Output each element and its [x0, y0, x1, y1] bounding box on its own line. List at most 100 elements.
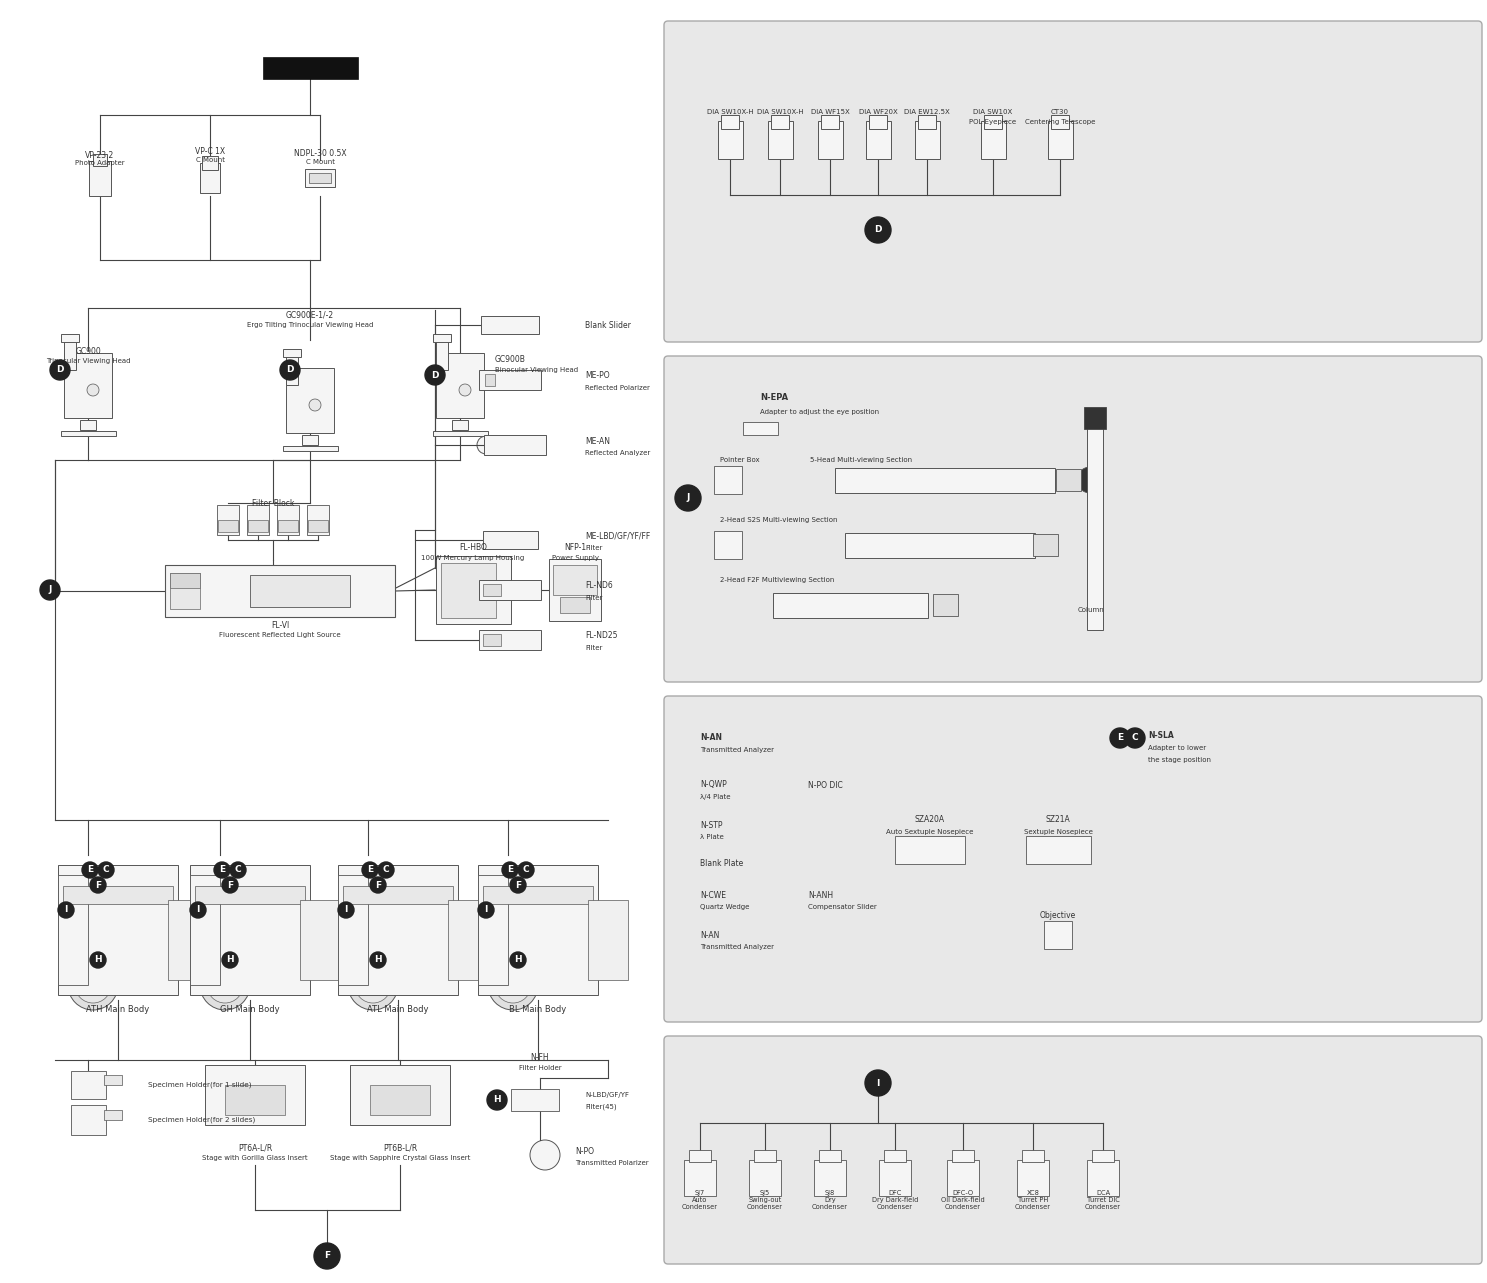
- Text: FL-VI: FL-VI: [271, 621, 288, 630]
- Text: Ergo Tilting Trinocular Viewing Head: Ergo Tilting Trinocular Viewing Head: [247, 322, 373, 328]
- Bar: [479, 580, 541, 600]
- FancyBboxPatch shape: [665, 695, 1483, 1023]
- Circle shape: [190, 902, 207, 919]
- Bar: [248, 520, 268, 532]
- Text: Stage with Gorilla Glass Insert: Stage with Gorilla Glass Insert: [202, 1155, 308, 1161]
- Text: C: C: [523, 866, 529, 875]
- Text: N-AN: N-AN: [700, 930, 720, 939]
- Bar: [205, 1065, 305, 1125]
- Text: NDPL-30 0.5X: NDPL-30 0.5X: [294, 149, 346, 158]
- Bar: [483, 584, 501, 597]
- Bar: [895, 837, 965, 863]
- Bar: [482, 531, 537, 549]
- Text: GC900E-1/-2: GC900E-1/-2: [286, 310, 335, 319]
- Circle shape: [210, 580, 220, 590]
- Bar: [195, 887, 305, 905]
- Bar: [483, 634, 501, 647]
- Circle shape: [82, 862, 98, 878]
- Circle shape: [459, 384, 471, 396]
- Circle shape: [865, 1070, 891, 1096]
- Text: Transmitted Polarizer: Transmitted Polarizer: [575, 1160, 648, 1166]
- Text: DIA WF15X: DIA WF15X: [810, 109, 849, 115]
- Text: F: F: [228, 880, 233, 889]
- Circle shape: [507, 438, 523, 453]
- Bar: [436, 340, 448, 370]
- Bar: [338, 865, 458, 996]
- Text: F: F: [324, 1251, 330, 1260]
- Bar: [433, 431, 488, 435]
- Text: VP-23.2: VP-23.2: [85, 150, 114, 159]
- Text: H: H: [226, 956, 233, 965]
- Text: I: I: [485, 906, 488, 915]
- Circle shape: [477, 436, 495, 454]
- Text: Power Supply: Power Supply: [552, 556, 598, 561]
- Bar: [845, 532, 1035, 558]
- Bar: [561, 597, 590, 613]
- Bar: [190, 875, 220, 985]
- Bar: [813, 1160, 846, 1196]
- Text: Photo Adapter: Photo Adapter: [76, 160, 125, 166]
- Bar: [199, 163, 220, 192]
- Text: N-AN: N-AN: [700, 734, 723, 743]
- Text: D: D: [287, 366, 294, 375]
- Bar: [309, 173, 332, 183]
- Text: Stage with Sapphire Crystal Glass Insert: Stage with Sapphire Crystal Glass Insert: [330, 1155, 470, 1161]
- Bar: [94, 154, 107, 166]
- Bar: [247, 506, 269, 535]
- Bar: [104, 1110, 122, 1120]
- Bar: [749, 1160, 781, 1196]
- Text: SJ7
Auto
Condenser: SJ7 Auto Condenser: [683, 1191, 718, 1210]
- Bar: [338, 875, 367, 985]
- Bar: [283, 349, 300, 357]
- Text: DIA SW10X-H: DIA SW10X-H: [757, 109, 803, 115]
- Circle shape: [207, 967, 242, 1003]
- Bar: [980, 121, 1005, 159]
- Bar: [767, 121, 793, 159]
- Bar: [370, 1085, 430, 1115]
- Bar: [305, 169, 335, 187]
- Bar: [436, 353, 483, 417]
- Text: Auto Sextuple Nosepiece: Auto Sextuple Nosepiece: [886, 829, 974, 835]
- Text: C: C: [1132, 734, 1139, 743]
- Text: ATH Main Body: ATH Main Body: [86, 1006, 150, 1015]
- Bar: [1026, 837, 1090, 863]
- Bar: [170, 574, 199, 609]
- Bar: [984, 115, 1002, 130]
- Circle shape: [1077, 467, 1103, 493]
- FancyBboxPatch shape: [665, 1035, 1483, 1264]
- Circle shape: [675, 485, 700, 511]
- Text: C: C: [235, 866, 241, 875]
- Bar: [773, 593, 928, 617]
- Text: I: I: [345, 906, 348, 915]
- Text: Pointer Box: Pointer Box: [720, 457, 760, 463]
- Circle shape: [222, 878, 238, 893]
- Text: N-EPA: N-EPA: [760, 394, 788, 403]
- Bar: [1047, 121, 1072, 159]
- Circle shape: [370, 878, 387, 893]
- Text: PT6A-L/R: PT6A-L/R: [238, 1143, 272, 1152]
- Text: Centering Telescope: Centering Telescope: [1025, 119, 1096, 124]
- Text: E: E: [86, 866, 94, 875]
- Text: N-ANH: N-ANH: [807, 890, 833, 899]
- Bar: [477, 875, 509, 985]
- Text: C: C: [382, 866, 390, 875]
- Bar: [1032, 534, 1057, 556]
- Bar: [217, 506, 239, 535]
- Circle shape: [510, 878, 526, 893]
- Text: Filter Block: Filter Block: [251, 499, 294, 508]
- Text: C: C: [103, 866, 110, 875]
- Text: Trinocular Viewing Head: Trinocular Viewing Head: [46, 358, 131, 364]
- Circle shape: [717, 470, 739, 491]
- Text: BL Main Body: BL Main Body: [510, 1006, 567, 1015]
- Text: Blank Plate: Blank Plate: [700, 858, 744, 867]
- Text: XC8
Turret PH
Condenser: XC8 Turret PH Condenser: [1016, 1191, 1051, 1210]
- Bar: [250, 575, 349, 607]
- Bar: [190, 865, 309, 996]
- Circle shape: [230, 862, 245, 878]
- Bar: [819, 1150, 842, 1162]
- Text: ME-AN: ME-AN: [584, 436, 610, 445]
- Circle shape: [458, 597, 465, 604]
- Bar: [1044, 921, 1072, 949]
- Text: N-PO DIC: N-PO DIC: [807, 780, 843, 789]
- Text: N-FH: N-FH: [531, 1053, 549, 1062]
